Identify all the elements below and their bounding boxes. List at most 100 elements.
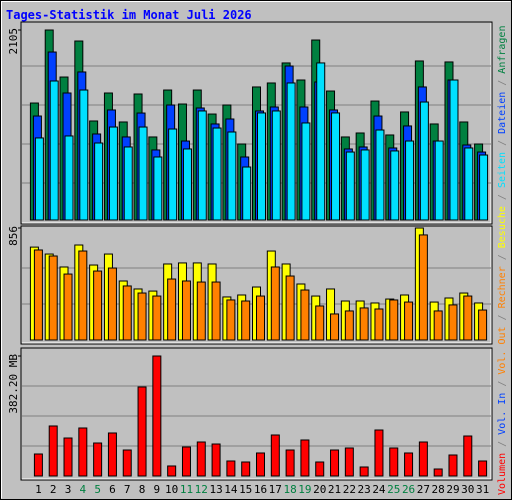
bar [404, 452, 414, 477]
bar [479, 154, 489, 221]
bar [181, 446, 191, 477]
x-tick-label: 14 [224, 483, 238, 496]
legend-separator: / [497, 441, 508, 447]
bar [300, 289, 310, 341]
x-tick-label: 9 [154, 483, 161, 496]
bar [196, 441, 206, 477]
x-tick-label: 31 [476, 483, 489, 496]
bar [478, 460, 488, 477]
panel-bevel [22, 227, 492, 344]
bar [226, 460, 236, 477]
bar [212, 127, 222, 221]
bar [389, 299, 399, 341]
bar [389, 447, 399, 477]
x-tick-label: 2 [50, 483, 57, 496]
x-tick-label: 20 [313, 483, 326, 496]
bar [301, 122, 311, 221]
bar [270, 434, 280, 477]
chart-title: Tages-Statistik im Monat Juli 2026 [6, 8, 252, 22]
bar [418, 441, 428, 477]
bar [152, 355, 162, 477]
bar [93, 442, 103, 477]
x-tick-label: 10 [165, 483, 178, 496]
bar [330, 449, 340, 477]
bar [345, 151, 355, 221]
bar [390, 150, 400, 221]
bar [359, 307, 369, 341]
x-tick-label: 18 [283, 483, 296, 496]
y-tick-label: 2105 [7, 28, 20, 55]
x-tick-label: 25 [387, 483, 400, 496]
bar [93, 270, 103, 341]
x-tick-label: 8 [139, 483, 146, 496]
bar [286, 82, 296, 221]
y-tick-label: 382.20 MB [7, 354, 20, 414]
bar [48, 425, 58, 477]
legend-separator: / [497, 80, 508, 86]
bar [256, 295, 265, 341]
bar [181, 280, 191, 341]
bar [94, 142, 104, 221]
bar [316, 62, 326, 221]
bar [449, 79, 459, 221]
x-tick-label: 19 [298, 483, 311, 496]
x-tick-label: 16 [254, 483, 267, 496]
bar [137, 386, 147, 477]
bar [48, 255, 58, 341]
x-tick-label: 12 [195, 483, 208, 496]
y-tick-label: 856 [7, 226, 20, 246]
bar [196, 281, 206, 341]
bar [33, 453, 43, 477]
x-tick-label: 17 [269, 483, 282, 496]
bar [182, 148, 192, 221]
bar [433, 468, 443, 477]
bar [285, 449, 295, 477]
bar [122, 285, 132, 341]
bar [49, 80, 59, 221]
bar [285, 275, 295, 341]
bar [256, 452, 265, 477]
x-tick-label: 15 [239, 483, 252, 496]
x-tick-label: 27 [417, 483, 430, 496]
x-tick-label: 5 [94, 483, 101, 496]
panel-bevel [22, 349, 492, 480]
bar [197, 110, 207, 221]
x-tick-label: 22 [343, 483, 356, 496]
legend-entry: Besuche [497, 206, 508, 248]
x-tick-label: 6 [109, 483, 116, 496]
bar [168, 128, 178, 221]
legend-entry: Volumen [497, 453, 508, 495]
bar [448, 454, 458, 477]
bar [211, 443, 221, 477]
bar [344, 447, 354, 477]
bar [107, 267, 117, 341]
bar [271, 110, 281, 221]
bar [107, 432, 117, 477]
bar [63, 273, 73, 341]
bar [226, 299, 236, 341]
legend-separator: / [497, 381, 508, 387]
x-tick-label: 13 [209, 483, 222, 496]
legend-entry: Vol. In [497, 393, 508, 435]
bar [64, 135, 74, 221]
bar [241, 461, 251, 477]
bar [433, 310, 443, 341]
bar [330, 313, 340, 341]
bar [418, 234, 428, 341]
bar [34, 137, 44, 221]
bar [434, 140, 444, 221]
bar [374, 429, 384, 477]
x-tick-label: 11 [180, 483, 193, 496]
x-tick-label: 1 [35, 483, 42, 496]
x-tick-label: 3 [65, 483, 72, 496]
legend-separator: / [497, 140, 508, 146]
bar [122, 449, 132, 477]
bar [359, 466, 369, 477]
bar [419, 101, 429, 221]
bar [270, 266, 280, 341]
legend-separator: / [497, 194, 508, 200]
bar [241, 300, 251, 341]
bar [374, 308, 384, 341]
bar [404, 301, 414, 341]
